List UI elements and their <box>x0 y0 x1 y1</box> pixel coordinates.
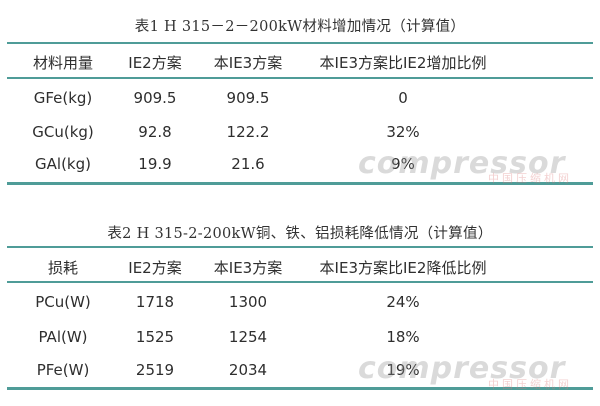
cell: 909.5 <box>226 89 270 107</box>
cell: 2519 <box>135 361 175 379</box>
cell: 1300 <box>228 293 268 311</box>
divider <box>7 246 593 248</box>
table-row: PCu(W) 1718 1300 24% <box>7 290 593 314</box>
table-row: GAl(kg) 19.9 21.6 9% <box>7 152 593 176</box>
cell: 1254 <box>228 328 268 346</box>
cell: 0 <box>398 89 408 107</box>
table-row: PAl(W) 1525 1254 18% <box>7 325 593 349</box>
header-cell: 本IE3方案比IE2降低比例 <box>319 259 487 277</box>
cell: 2034 <box>228 361 268 379</box>
cell: 18% <box>386 328 420 346</box>
table-2-title: 表2 H 315-2-200kW铜、铁、铝损耗降低情况（计算值） <box>107 226 493 242</box>
cell: PAl(W) <box>38 328 88 346</box>
cell: PCu(W) <box>35 293 91 311</box>
divider <box>7 182 593 185</box>
cell: GCu(kg) <box>32 123 94 141</box>
cell: 122.2 <box>226 123 270 141</box>
header-cell: IE2方案 <box>128 259 182 277</box>
cell: 24% <box>386 293 420 311</box>
header-cell: 本IE3方案 <box>213 54 283 72</box>
cell: 19% <box>386 361 420 379</box>
header-cell: 材料用量 <box>32 54 94 72</box>
divider <box>7 77 593 79</box>
cell: GAl(kg) <box>35 155 91 173</box>
table-header-row: 损耗 IE2方案 本IE3方案 本IE3方案比IE2降低比例 <box>7 256 593 280</box>
divider <box>7 387 593 390</box>
header-cell: IE2方案 <box>128 54 182 72</box>
header-cell: 损耗 <box>47 259 79 277</box>
cell: 1718 <box>135 293 175 311</box>
cell: 9% <box>391 155 415 173</box>
table-row: GFe(kg) 909.5 909.5 0 <box>7 86 593 110</box>
cell: 92.8 <box>138 123 172 141</box>
divider <box>7 42 593 44</box>
divider <box>7 281 593 283</box>
table-row: PFe(W) 2519 2034 19% <box>7 358 593 382</box>
cell: 19.9 <box>138 155 172 173</box>
cell: 1525 <box>135 328 175 346</box>
cell: PFe(W) <box>36 361 90 379</box>
table-1-title: 表1 H 315－2－200kW材料增加情况（计算值） <box>134 19 466 35</box>
cell: 21.6 <box>231 155 265 173</box>
cell: 909.5 <box>133 89 177 107</box>
cell: 32% <box>386 123 420 141</box>
cell: GFe(kg) <box>33 89 93 107</box>
table-header-row: 材料用量 IE2方案 本IE3方案 本IE3方案比IE2增加比例 <box>7 51 593 75</box>
header-cell: 本IE3方案 <box>213 259 283 277</box>
table-row: GCu(kg) 92.8 122.2 32% <box>7 120 593 144</box>
header-cell: 本IE3方案比IE2增加比例 <box>319 54 487 72</box>
